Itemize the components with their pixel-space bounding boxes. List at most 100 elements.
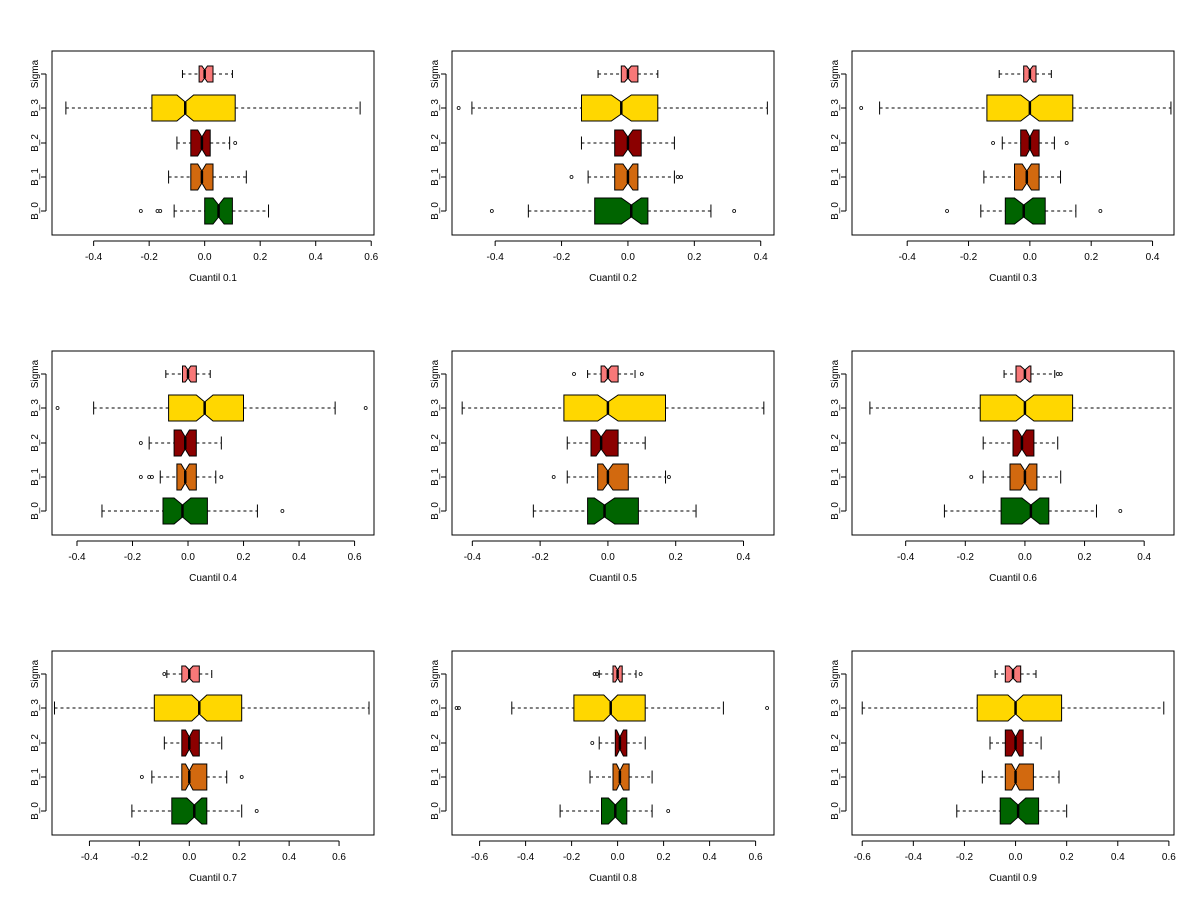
- outlier-point: [666, 809, 671, 813]
- box-body: [162, 497, 208, 525]
- outlier-point: [55, 406, 60, 410]
- panel-4: -0.4 -0.2 0.0 0.2 0.4 0.6 Cuantil 0.4 B_0 B_1 B_2…: [30, 350, 375, 584]
- x-tick-label: 0.0: [1009, 852, 1023, 863]
- y-tick-label: Sigma: [30, 59, 41, 88]
- outlier-point: [254, 809, 259, 813]
- y-tick-label: B_3: [30, 399, 41, 417]
- panel-5: -0.4 -0.2 0.0 0.2 0.4 Cuantil 0.5 B_0 B_1 B_2 B_3…: [430, 350, 775, 584]
- y-tick-label: B_3: [430, 699, 441, 717]
- x-tick-label: -0.4: [464, 552, 482, 563]
- box-body: [176, 463, 197, 491]
- x-axis-label: Cuantil 0.8: [589, 873, 637, 884]
- plot-frame: [451, 650, 775, 836]
- y-tick-label: B_1: [830, 168, 841, 186]
- box-body: [587, 497, 639, 525]
- box-sigma: [572, 365, 644, 383]
- outlier-point: [150, 475, 154, 479]
- y-tick-label: B_3: [830, 699, 841, 717]
- y-tick-label: Sigma: [30, 659, 41, 688]
- panel-7: -0.4 -0.2 0.0 0.2 0.4 0.6 Cuantil 0.7 B_0 B_1 B_2…: [30, 650, 375, 884]
- y-tick-label: B_1: [430, 768, 441, 786]
- x-tick-label: -0.2: [957, 552, 975, 563]
- y-tick-label: B_0: [430, 502, 441, 520]
- box-body: [999, 797, 1040, 825]
- y-tick-label: B_1: [30, 168, 41, 186]
- box-b0: [943, 497, 1123, 525]
- box-b0: [138, 197, 270, 225]
- box-sigma: [181, 65, 233, 83]
- outlier-point: [590, 741, 595, 745]
- x-tick-label: -0.6: [854, 852, 872, 863]
- y-tick-label: B_2: [430, 734, 441, 752]
- y-tick-label: B_3: [430, 99, 441, 117]
- y-tick-label: B_2: [30, 734, 41, 752]
- outlier-point: [551, 475, 556, 479]
- box-sigma: [162, 665, 213, 683]
- outlier-point: [732, 209, 737, 213]
- y-tick-label: B_3: [430, 399, 441, 417]
- box-sigma: [1003, 365, 1063, 383]
- box-b1: [551, 463, 671, 491]
- x-tick-label: 0.0: [611, 852, 625, 863]
- box-b2: [989, 729, 1042, 757]
- x-tick-label: -0.2: [956, 852, 974, 863]
- y-tick-label: Sigma: [830, 59, 841, 88]
- x-tick-label: 0.0: [181, 552, 195, 563]
- x-tick-label: 0.6: [1162, 852, 1176, 863]
- box-b0: [559, 797, 671, 825]
- outlier-point: [638, 672, 643, 676]
- outlier-point: [454, 706, 459, 710]
- box-b1: [969, 463, 1062, 491]
- y-tick-label: B_1: [430, 468, 441, 486]
- x-tick-label: 0.4: [754, 252, 768, 263]
- box-b0: [489, 197, 737, 225]
- panel-6: -0.4 -0.2 0.0 0.2 0.4 Cuantil 0.6 B_0 B_1 B_2 B_3…: [830, 350, 1175, 584]
- box-body: [597, 463, 629, 491]
- x-axis-label: Cuantil 0.9: [989, 873, 1037, 884]
- x-tick-label: 0.6: [749, 852, 763, 863]
- y-tick-label: B_1: [430, 168, 441, 186]
- box-body: [590, 429, 619, 457]
- box-b1: [569, 163, 683, 191]
- x-tick-label: 0.2: [1078, 552, 1092, 563]
- box-body: [581, 94, 659, 122]
- box-b3: [65, 94, 361, 122]
- outlier-point: [1055, 372, 1060, 376]
- x-tick-label: 0.6: [364, 252, 378, 263]
- outlier-point: [162, 672, 167, 676]
- x-tick-label: 0.2: [687, 252, 701, 263]
- outlier-point: [138, 441, 143, 445]
- x-tick-label: 0.0: [621, 252, 635, 263]
- x-axis-label: Cuantil 0.5: [589, 573, 637, 584]
- outlier-point: [158, 209, 163, 213]
- x-tick-label: 0.0: [182, 852, 196, 863]
- plot-frame: [51, 50, 375, 236]
- x-axis-label: Cuantil 0.2: [589, 273, 637, 284]
- box-b2: [176, 129, 238, 157]
- box-body: [979, 394, 1074, 422]
- box-body: [1000, 497, 1050, 525]
- x-tick-label: -0.2: [563, 852, 581, 863]
- plot-frame: [851, 50, 1175, 236]
- outlier-point: [456, 106, 461, 110]
- y-tick-label: B_1: [30, 468, 41, 486]
- box-body: [182, 365, 197, 383]
- box-b1: [983, 163, 1062, 191]
- outlier-point: [569, 175, 574, 179]
- x-tick-label: 0.2: [237, 552, 251, 563]
- box-body: [976, 694, 1063, 722]
- outlier-point: [280, 509, 285, 513]
- x-axis-label: Cuantil 0.7: [189, 873, 237, 884]
- outlier-point: [859, 106, 864, 110]
- x-tick-label: 0.4: [309, 252, 323, 263]
- x-tick-label: -0.2: [532, 552, 550, 563]
- panel-9: -0.6 -0.4 -0.2 0.0 0.2 0.4 0.6 Cuantil 0.9 B_0 B_…: [830, 650, 1176, 884]
- x-tick-label: 0.0: [1023, 252, 1037, 263]
- y-tick-label: B_0: [430, 802, 441, 820]
- x-tick-label: 0.0: [1018, 552, 1032, 563]
- outlier-point: [945, 209, 949, 213]
- outlier-point: [219, 475, 224, 479]
- y-tick-label: B_3: [830, 99, 841, 117]
- y-tick-label: B_1: [30, 768, 41, 786]
